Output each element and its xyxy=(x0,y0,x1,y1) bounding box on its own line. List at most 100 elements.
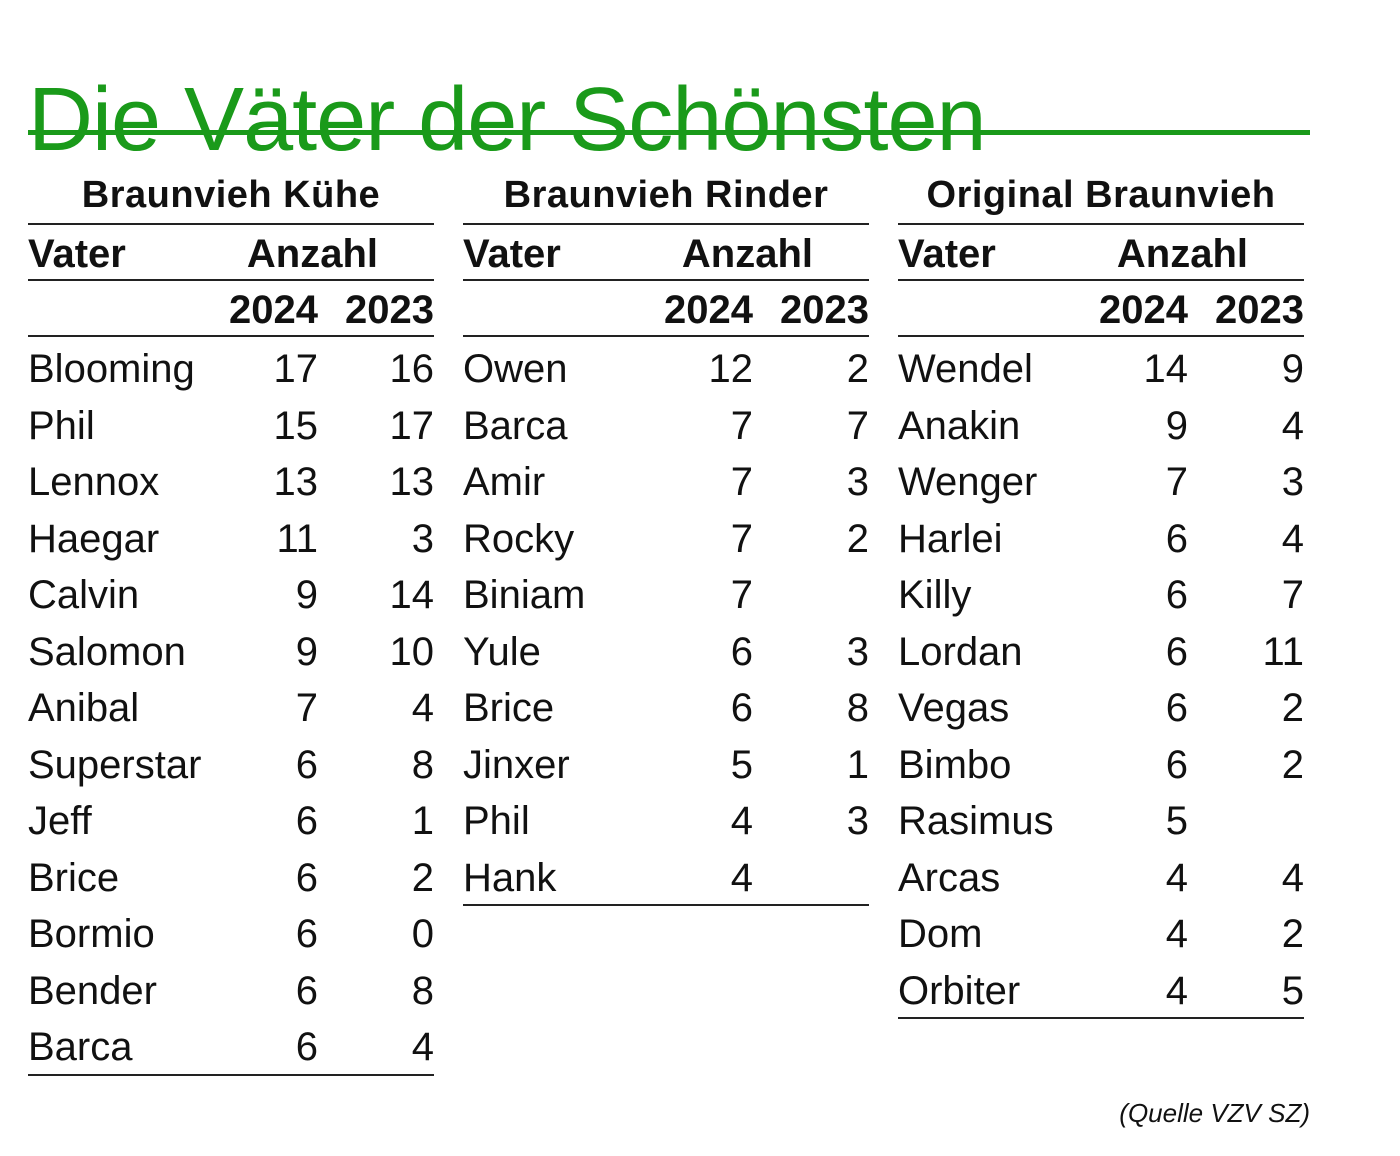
father-name: Harlei xyxy=(898,516,1003,561)
father-name: Arcas xyxy=(898,855,1001,900)
father-name: Brice xyxy=(28,855,120,900)
table-row: Vegas 6 2 xyxy=(898,678,1304,735)
count-2024: 4 xyxy=(1165,855,1188,900)
count-2023: 5 xyxy=(1281,968,1304,1013)
count-2024: 6 xyxy=(730,686,753,730)
father-name: Dom xyxy=(898,912,983,956)
count-2023: 2 xyxy=(1281,686,1304,730)
table-row: Blooming 17 16 xyxy=(28,339,434,396)
count-2024: 6 xyxy=(295,968,318,1013)
father-name: Rocky xyxy=(463,516,575,561)
count-2023: 7 xyxy=(1281,573,1304,617)
count-2024: 6 xyxy=(1165,629,1188,674)
count-2024: 6 xyxy=(1165,516,1188,561)
count-2024: 6 xyxy=(295,799,318,843)
count-2024: 14 xyxy=(1143,347,1189,391)
father-name: Salomon xyxy=(28,629,186,674)
count-2023: 4 xyxy=(1281,855,1304,900)
count-2024: 12 xyxy=(708,347,754,391)
count-2023: 16 xyxy=(389,347,435,391)
table-row: Lordan 6 11 xyxy=(898,622,1304,679)
count-2024: 6 xyxy=(295,742,318,787)
count-2024: 11 xyxy=(276,516,318,561)
table-braunvieh-kuehe: Braunvieh Kühe Vater Anzahl 2024 2023 Bloomin… xyxy=(28,165,434,1076)
column-header-row: Vater Anzahl xyxy=(898,225,1304,281)
source-note: (Quelle VZV SZ) xyxy=(1119,1098,1310,1128)
table-row: Amir 7 3 xyxy=(463,452,869,509)
count-2024: 9 xyxy=(1165,403,1188,448)
year-header-2023: 2023 xyxy=(1215,288,1304,332)
count-2023: 2 xyxy=(846,516,869,561)
count-2023: 4 xyxy=(1281,516,1304,561)
table-row: Arcas 4 4 xyxy=(898,848,1304,905)
column-header-father: Vater xyxy=(898,232,996,276)
table-row: Bimbo 6 2 xyxy=(898,735,1304,792)
count-2023: 13 xyxy=(389,460,435,504)
father-name: Vegas xyxy=(898,686,1010,730)
column-header-count: Anzahl xyxy=(681,232,813,276)
year-header-2024: 2024 xyxy=(1099,288,1188,332)
count-2023: 8 xyxy=(411,742,434,787)
count-2024: 4 xyxy=(1165,912,1188,956)
year-header-2023: 2023 xyxy=(345,288,434,332)
father-name: Bimbo xyxy=(898,742,1012,787)
count-2024: 9 xyxy=(295,629,318,674)
father-name: Owen xyxy=(463,347,568,391)
table-row: Yule 6 3 xyxy=(463,622,869,679)
count-2023: 3 xyxy=(846,629,869,674)
table-body: Wendel 14 9 Anakin 9 4 Wenger 7 3 Harlei 6 4 Killy 6 7… xyxy=(898,337,1304,1019)
year-header-2024: 2024 xyxy=(664,288,753,332)
table-body: Blooming 17 16 Phil 15 17 Lennox 13 13 Haegar 11 3 C… xyxy=(28,337,434,1076)
father-name: Yule xyxy=(463,629,541,674)
father-name: Barca xyxy=(28,1025,133,1069)
year-header-2024: 2024 xyxy=(229,288,318,332)
table-row: Rasimus 5 xyxy=(898,791,1304,848)
table-row: Calvin 9 14 xyxy=(28,565,434,622)
father-name: Wendel xyxy=(898,347,1033,391)
table-row: Lennox 13 13 xyxy=(28,452,434,509)
count-2024: 7 xyxy=(1165,460,1188,504)
father-name: Anibal xyxy=(28,686,140,730)
father-name: Jeff xyxy=(28,799,92,843)
father-name: Anakin xyxy=(898,403,1021,448)
father-name: Lennox xyxy=(28,460,160,504)
table-body: Owen 12 2 Barca 7 7 Amir 7 3 Rocky 7 2 Biniam 7 Yule 6 3… xyxy=(463,337,869,906)
father-name: Barca xyxy=(463,403,568,448)
count-2023: 1 xyxy=(411,799,434,843)
father-name: Phil xyxy=(463,799,530,843)
father-name: Jinxer xyxy=(463,742,570,787)
father-name: Lordan xyxy=(898,629,1023,674)
table-row: Wendel 14 9 xyxy=(898,339,1304,396)
column-header-count: Anzahl xyxy=(1116,232,1248,276)
count-2023: 3 xyxy=(846,799,869,843)
count-2024: 6 xyxy=(295,912,318,956)
father-name: Bender xyxy=(28,968,157,1013)
count-2024: 5 xyxy=(730,742,753,787)
table-row: Barca 6 4 xyxy=(28,1017,434,1074)
table-original-braunvieh: Original Braunvieh Vater Anzahl 2024 2023 Wen… xyxy=(898,165,1304,1019)
count-2023: 1 xyxy=(846,742,869,787)
count-2023: 8 xyxy=(846,686,869,730)
table-row: Haegar 11 3 xyxy=(28,509,434,566)
column-header-father: Vater xyxy=(463,232,561,276)
table-row: Hank 4 xyxy=(463,848,869,905)
count-2024: 6 xyxy=(730,629,753,674)
table-row: Phil 4 3 xyxy=(463,791,869,848)
father-name: Biniam xyxy=(463,573,586,617)
year-header-2023: 2023 xyxy=(780,288,869,332)
table-row: Wenger 7 3 xyxy=(898,452,1304,509)
table-row: Rocky 7 2 xyxy=(463,509,869,566)
table-row: Jinxer 5 1 xyxy=(463,735,869,792)
table-row: Jeff 6 1 xyxy=(28,791,434,848)
father-name: Hank xyxy=(463,855,557,900)
father-name: Brice xyxy=(463,686,555,730)
count-2024: 7 xyxy=(730,516,753,561)
father-name: Bormio xyxy=(28,912,155,956)
count-2024: 6 xyxy=(295,1025,318,1069)
count-2023: 11 xyxy=(1262,629,1304,674)
father-name: Killy xyxy=(898,573,972,617)
father-name: Wenger xyxy=(898,460,1038,504)
table-row: Barca 7 7 xyxy=(463,396,869,453)
count-2023: 4 xyxy=(1281,403,1304,448)
count-2024: 13 xyxy=(273,460,319,504)
